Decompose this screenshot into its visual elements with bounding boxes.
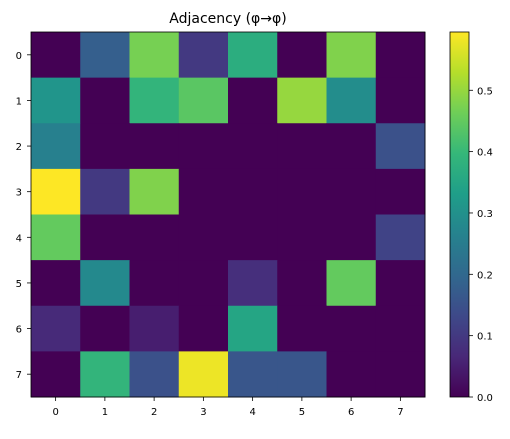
x-tick-label: 5 [299, 407, 305, 418]
heatmap-cell [80, 168, 130, 216]
x-tick-label: 6 [348, 407, 354, 418]
heatmap-cell [277, 123, 327, 170]
y-axis: 0 1 2 3 4 5 6 7 [16, 51, 31, 381]
heatmap-cell [228, 351, 278, 398]
heatmap-cell [178, 32, 229, 79]
colorbar-tick-label: 0.5 [477, 86, 493, 97]
colorbar-axis: 0.0 0.1 0.2 0.3 0.4 0.5 [469, 86, 493, 404]
heatmap-cell [375, 123, 426, 170]
heatmap-cell [375, 260, 426, 307]
y-tick-label: 0 [16, 51, 22, 62]
heatmap-cell [228, 305, 278, 352]
x-tick-label: 3 [200, 407, 206, 418]
colorbar-tick-label: 0.4 [477, 148, 493, 159]
heatmap-cell [375, 77, 426, 124]
heatmap-cell [326, 214, 377, 261]
y-tick-label: 4 [16, 233, 22, 244]
heatmap-cell [375, 351, 426, 398]
heatmap-cell [375, 214, 426, 261]
heatmap-cell [31, 77, 81, 124]
heatmap-cell [31, 123, 81, 170]
y-tick-label: 2 [16, 142, 22, 153]
heatmap-cell [80, 351, 130, 398]
heatmap-cell [31, 214, 81, 261]
heatmap-cell [80, 123, 130, 170]
heatmap-cell [129, 305, 180, 352]
heatmap-cell [326, 77, 377, 124]
heatmap-cell [375, 305, 426, 352]
y-tick-label: 3 [16, 188, 22, 199]
heatmap-cell [31, 260, 81, 307]
heatmap-cell [375, 32, 426, 79]
heatmap-cell [277, 214, 327, 261]
y-tick-label: 1 [16, 96, 22, 107]
heatmap-cell [228, 123, 278, 170]
heatmap-cell [80, 32, 130, 79]
x-axis: 0 1 2 3 4 5 6 7 [52, 397, 404, 418]
heatmap-cell [80, 260, 130, 307]
heatmap-cell [80, 214, 130, 261]
y-tick-label: 7 [16, 370, 22, 381]
heatmap-cell [326, 123, 377, 170]
heatmap-cell [129, 351, 180, 398]
x-tick-label: 2 [151, 407, 157, 418]
colorbar [449, 31, 470, 398]
heatmap-cell [129, 77, 180, 124]
heatmap-cell [31, 32, 81, 79]
y-tick-label: 5 [16, 279, 22, 290]
x-tick-label: 4 [249, 407, 255, 418]
heatmap-cell [228, 260, 278, 307]
chart-title: Adjacency (φ→φ) [169, 11, 286, 27]
heatmap-cell [129, 214, 180, 261]
heatmap-cell [228, 214, 278, 261]
heatmap-cell [277, 32, 327, 79]
heatmap-cell [129, 32, 180, 79]
heatmap-cell [178, 305, 229, 352]
heatmap-cell [326, 260, 377, 307]
heatmap-cell [178, 123, 229, 170]
heatmap-cell [277, 77, 327, 124]
heatmap-cell [326, 32, 377, 79]
heatmap-cell [178, 351, 229, 398]
x-tick-label: 0 [52, 407, 58, 418]
colorbar-tick-label: 0.3 [477, 209, 493, 220]
heatmap-cell [326, 305, 377, 352]
colorbar-tick-label: 0.0 [477, 393, 493, 404]
colorbar-tick-label: 0.1 [477, 332, 493, 343]
heatmap-cell [178, 168, 229, 216]
heatmap-frame [30, 31, 426, 398]
colorbar-tick-label: 0.2 [477, 270, 493, 281]
heatmap-cell [228, 168, 278, 216]
heatmap-cell [31, 168, 81, 216]
heatmap-cell [31, 351, 81, 398]
heatmap-cells [31, 32, 426, 398]
heatmap-cell [277, 305, 327, 352]
heatmap-cell [31, 305, 81, 352]
heatmap-cell [178, 77, 229, 124]
heatmap-cell [129, 123, 180, 170]
heatmap-cell [80, 77, 130, 124]
heatmap-cell [277, 351, 327, 398]
x-tick-label: 7 [397, 407, 403, 418]
heatmap-cell [326, 168, 377, 216]
heatmap-cell [178, 214, 229, 261]
heatmap-cell [129, 260, 180, 307]
heatmap-cell [178, 260, 229, 307]
heatmap-cell [277, 168, 327, 216]
x-tick-label: 1 [102, 407, 108, 418]
heatmap-cell [326, 351, 377, 398]
heatmap-cell [129, 168, 180, 216]
heatmap-cell [277, 260, 327, 307]
heatmap-cell [80, 305, 130, 352]
heatmap-cell [228, 77, 278, 124]
heatmap-cell [375, 168, 426, 216]
heatmap-cell [228, 32, 278, 79]
y-tick-label: 6 [16, 325, 22, 336]
